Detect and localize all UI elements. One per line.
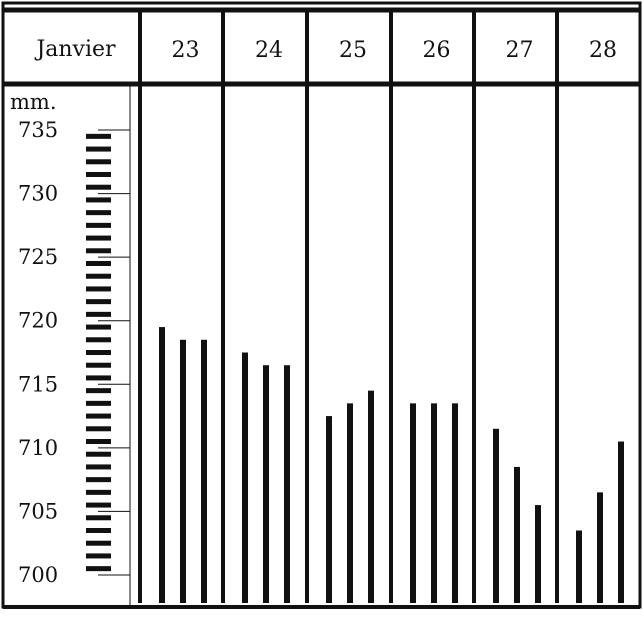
- pressure-bar: [326, 416, 332, 603]
- scale-segment: [86, 172, 111, 177]
- day-label: 26: [423, 38, 451, 63]
- ytick-label: 705: [18, 499, 58, 523]
- scale-segment: [86, 337, 111, 343]
- pressure-bar: [576, 530, 582, 603]
- chart-header: Janvier: [34, 37, 116, 62]
- day-divider: [221, 10, 225, 603]
- scale-segment: [86, 146, 111, 152]
- scale-segment: [86, 350, 111, 355]
- day-divider: [389, 10, 393, 603]
- scale-segment: [86, 566, 111, 572]
- scale-segment: [86, 477, 111, 483]
- scale-segment: [86, 235, 111, 241]
- ytick-label: 720: [18, 309, 58, 333]
- scale-segment: [86, 133, 111, 139]
- ytick-label: 735: [18, 118, 58, 142]
- day-label: 28: [589, 38, 617, 63]
- pressure-bar: [263, 365, 269, 603]
- pressure-bar: [242, 352, 248, 603]
- ytick-label: 700: [18, 563, 58, 587]
- pressure-bar: [535, 505, 541, 603]
- scale-segment: [86, 210, 111, 216]
- day-label: 24: [255, 38, 283, 63]
- pressure-scale: 735 730 725 720 715 710 705 700: [18, 118, 130, 587]
- unit-label: mm.: [10, 90, 57, 114]
- ytick-label: 730: [18, 182, 58, 206]
- scale-segment: [86, 489, 111, 495]
- scale-segment: [86, 273, 111, 279]
- scale-segment: [86, 375, 111, 381]
- ytick-label: 710: [18, 436, 58, 460]
- scale-segment: [86, 413, 111, 419]
- scale-segment: [86, 159, 111, 165]
- scale-segment: [86, 502, 111, 508]
- scale-segment: [86, 311, 111, 317]
- pressure-bar: [431, 403, 437, 603]
- ytick-label: 725: [18, 245, 58, 269]
- pressure-bar: [493, 428, 499, 603]
- day-label: 27: [506, 38, 534, 63]
- ytick-label: 715: [18, 372, 58, 396]
- scale-segment: [86, 553, 111, 559]
- pressure-bar: [452, 403, 458, 603]
- scale-segment: [86, 515, 111, 521]
- pressure-bar: [368, 390, 374, 603]
- pressure-bar: [284, 365, 290, 603]
- scale-segment: [86, 286, 111, 292]
- day-divider: [472, 10, 476, 603]
- scale-segment: [86, 439, 111, 444]
- scale-segment: [86, 197, 111, 203]
- month-label: Janvier: [34, 37, 116, 62]
- day-divider: [305, 10, 309, 603]
- pressure-bar: [410, 403, 416, 603]
- pressure-bar: [159, 327, 165, 603]
- pressure-bar: [347, 403, 353, 603]
- day-labels: 23 24 25 26 27 28: [172, 38, 618, 63]
- pressure-bar: [597, 492, 603, 603]
- pressure-bar: [180, 339, 186, 603]
- scale-segment: [86, 400, 111, 406]
- scale-segment: [86, 388, 111, 394]
- day-divider: [138, 10, 142, 603]
- pressure-bar: [618, 441, 624, 603]
- scale-segment: [86, 222, 111, 228]
- scale-segment: [86, 299, 111, 305]
- pressure-bars: [159, 327, 624, 603]
- scale-segment: [86, 261, 111, 266]
- pressure-bar: [514, 466, 520, 603]
- scale-segment: [86, 451, 111, 457]
- scale-segment: [86, 324, 111, 330]
- scale-segment: [86, 184, 111, 190]
- day-label: 23: [172, 38, 200, 63]
- scale-segment: [86, 464, 111, 470]
- day-label: 25: [339, 38, 367, 63]
- scale-segment: [86, 528, 111, 533]
- pressure-bar: [201, 339, 207, 603]
- scale-segment: [86, 540, 111, 546]
- scale-segment: [86, 362, 111, 368]
- scale-segment: [86, 426, 111, 432]
- day-divider: [555, 10, 559, 603]
- scale-segment: [86, 248, 111, 254]
